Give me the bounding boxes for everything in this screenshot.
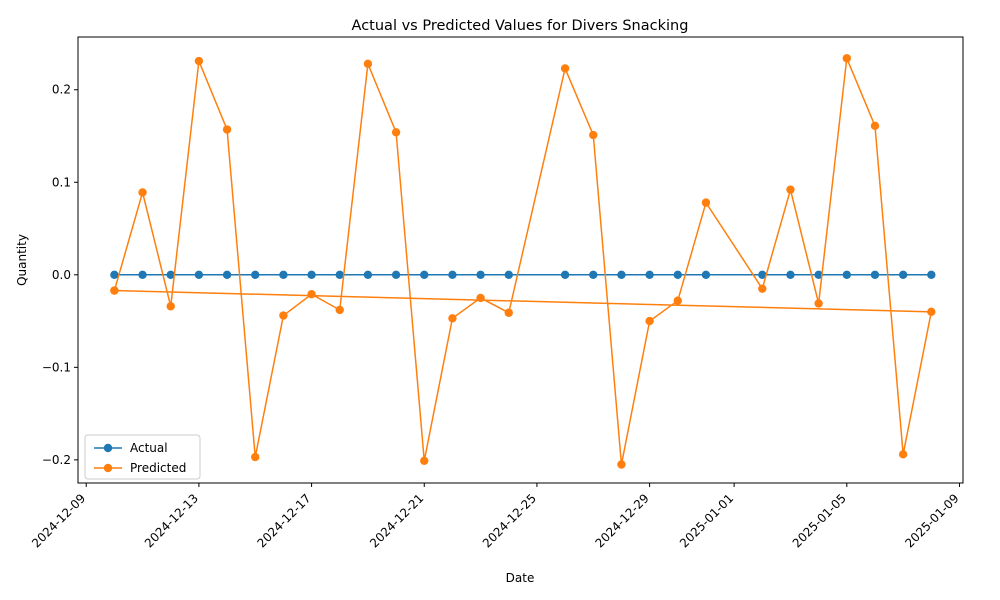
predicted-data-point [870,121,880,131]
chart-title: Actual vs Predicted Values for Divers Sn… [352,18,689,34]
legend-actual-label: Actual [130,441,168,455]
y-axis: −0.2 −0.1 0.0 0.1 0.2 [42,83,78,467]
actual-data-point [420,270,429,280]
actual-data-point [222,270,232,280]
actual-data-point [560,270,570,280]
predicted-data-point [589,130,598,140]
predicted-data-point [222,125,232,134]
actual-data-point [335,270,344,280]
actual-data-point [307,270,316,280]
actual-data-point [927,270,936,280]
predicted-data-point [307,290,316,299]
actual-data-point [363,270,373,280]
predicted-data-point [448,314,457,323]
plot-frame [77,36,964,484]
actual-data-point [251,270,260,280]
actual-data-point [391,270,401,280]
legend-predicted-marker [103,463,113,473]
actual-data-point [645,270,654,280]
actual-data-point [476,270,485,280]
predicted-data-point [110,286,119,295]
actual-data-point [617,270,626,280]
predicted-data-point [391,128,401,137]
legend-actual-marker [103,443,113,453]
x-axis-label: Date [506,571,535,585]
predicted-data-point [560,64,570,73]
predicted-data-point [194,56,204,66]
actual-data-point [814,270,823,280]
actual-data-point [673,270,682,280]
actual-data-point [758,270,767,280]
predicted-data-point [504,308,513,317]
predicted-data-point [673,296,682,305]
predicted-data-point [251,452,260,462]
actual-data-point [279,270,288,280]
predicted-data-point [335,305,344,315]
legend-predicted-label: Predicted [130,461,186,475]
actual-data-point [166,270,175,280]
y-tick-label: −0.1 [42,360,71,374]
predicted-data-point [617,460,626,469]
y-tick-label: 0.1 [52,175,71,189]
actual-data-point [870,270,880,280]
y-tick-label: 0.2 [52,83,71,97]
predicted-data-point [420,456,429,465]
y-tick-label: 0.0 [52,268,71,282]
actual-data-point [786,270,795,280]
legend: Actual Predicted [84,434,201,480]
series-layer [110,54,936,469]
predicted-data-point [279,311,288,320]
actual-data-point [138,270,147,280]
actual-data-point [504,270,513,280]
predicted-data-point [363,59,373,69]
predicted-data-point [645,316,654,326]
actual-data-point [110,270,119,280]
predicted-data-point [786,185,795,194]
y-tick-label: −0.2 [42,453,71,467]
predicted-data-point [927,307,936,317]
actual-data-point [589,270,598,280]
predicted-data-point [898,450,908,459]
predicted-data-point [166,302,175,311]
predicted-data-point [138,188,147,197]
actual-data-point [898,270,908,280]
actual-data-point [701,270,711,280]
predicted-data-point [701,198,711,207]
y-axis-label: Quantity [15,234,29,286]
predicted-data-point [758,284,767,293]
predicted-data-point [842,54,851,63]
actual-data-point [448,270,457,280]
predicted-data-point [476,293,485,303]
predicted-data-point [814,299,823,308]
actual-data-point [194,270,204,280]
actual-data-point [842,270,851,280]
